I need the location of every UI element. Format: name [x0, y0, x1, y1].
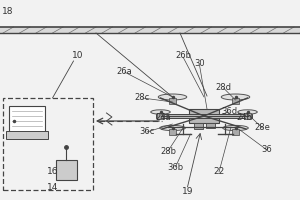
Text: 22: 22 — [213, 168, 225, 176]
Ellipse shape — [223, 125, 248, 131]
Ellipse shape — [160, 125, 185, 131]
Text: 26a: 26a — [117, 68, 132, 76]
Text: 36b: 36b — [167, 162, 184, 171]
FancyBboxPatch shape — [169, 129, 176, 135]
FancyBboxPatch shape — [206, 123, 214, 128]
FancyBboxPatch shape — [56, 160, 76, 180]
Ellipse shape — [238, 110, 257, 114]
Text: 28e: 28e — [255, 123, 270, 132]
Text: 28d: 28d — [215, 83, 232, 92]
FancyBboxPatch shape — [156, 114, 252, 118]
FancyBboxPatch shape — [232, 129, 239, 135]
Text: 36c: 36c — [139, 128, 155, 136]
Text: 24a: 24a — [156, 112, 171, 121]
FancyBboxPatch shape — [157, 113, 164, 119]
Text: 16: 16 — [47, 166, 58, 176]
FancyBboxPatch shape — [244, 113, 251, 119]
Ellipse shape — [151, 110, 170, 114]
Text: 26b: 26b — [175, 51, 191, 60]
Text: 19: 19 — [182, 186, 193, 196]
Text: 24b: 24b — [237, 112, 252, 121]
FancyBboxPatch shape — [169, 98, 176, 104]
Text: 18: 18 — [2, 6, 13, 16]
Text: 28b: 28b — [160, 146, 176, 156]
FancyBboxPatch shape — [232, 98, 239, 104]
FancyBboxPatch shape — [0, 27, 300, 33]
Text: 28c: 28c — [135, 92, 150, 102]
Ellipse shape — [158, 94, 187, 100]
FancyBboxPatch shape — [189, 109, 219, 123]
Text: 14: 14 — [47, 182, 58, 192]
Text: 30: 30 — [194, 60, 205, 68]
FancyBboxPatch shape — [194, 123, 202, 129]
FancyBboxPatch shape — [6, 131, 48, 139]
Text: 36: 36 — [262, 146, 272, 154]
Ellipse shape — [221, 94, 250, 100]
Text: 10: 10 — [72, 51, 84, 60]
Text: 36d: 36d — [221, 108, 238, 116]
FancyBboxPatch shape — [9, 106, 45, 132]
